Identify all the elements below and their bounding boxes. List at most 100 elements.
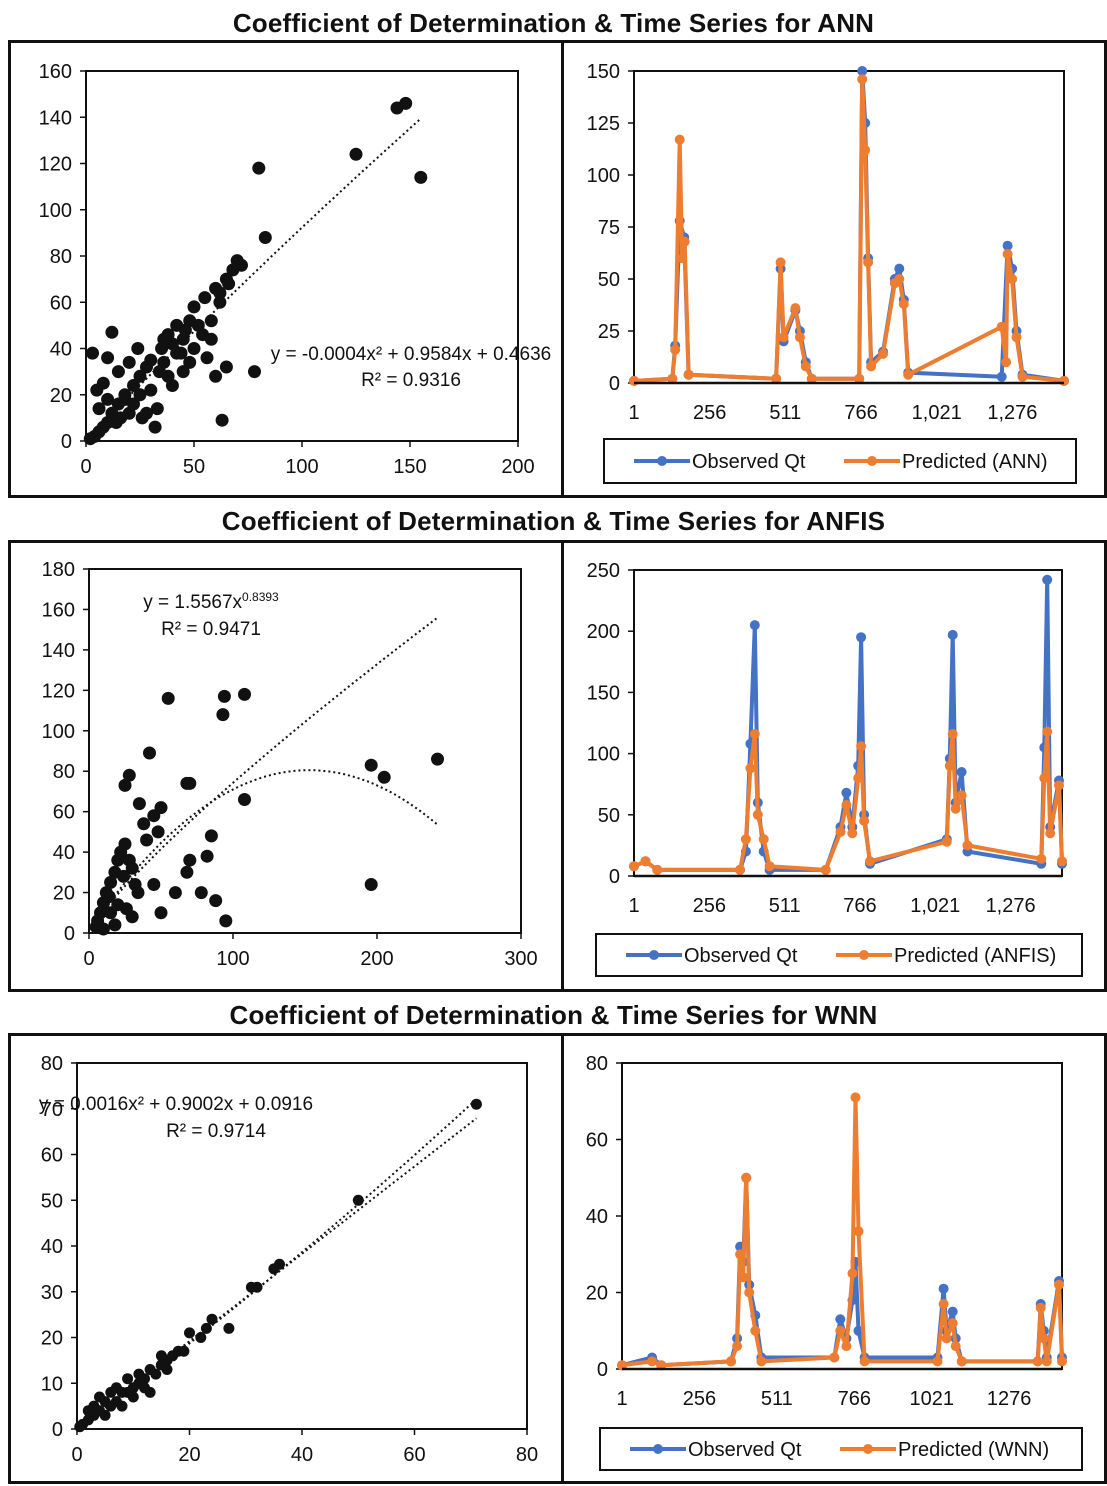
- data-point: [157, 332, 171, 346]
- data-point: [154, 801, 168, 815]
- predicted-marker: [1032, 1356, 1043, 1367]
- predicted-marker: [740, 834, 751, 845]
- x-tick-label: 1,021: [910, 895, 960, 917]
- predicted-marker: [859, 815, 870, 826]
- predicted-marker: [732, 1341, 743, 1352]
- predicted-marker: [794, 332, 805, 343]
- data-point: [144, 1364, 156, 1375]
- x-tick-label: 766: [844, 402, 877, 424]
- y-tick-label: 50: [598, 805, 620, 827]
- y-tick-label: 60: [586, 1130, 608, 1152]
- predicted-marker: [956, 1356, 967, 1367]
- data-point: [108, 918, 122, 932]
- data-point: [140, 360, 153, 374]
- data-point: [83, 432, 97, 446]
- x-tick-label: 511: [769, 895, 801, 917]
- predicted-marker: [629, 861, 639, 872]
- data-point: [204, 332, 218, 346]
- x-tick-label: 1021: [909, 1388, 954, 1410]
- predicted-marker: [1041, 1356, 1052, 1367]
- predicted-marker: [1017, 371, 1028, 382]
- observed-marker: [856, 632, 867, 643]
- predicted-marker: [629, 375, 639, 386]
- data-point: [117, 869, 131, 883]
- trendline: [89, 616, 439, 931]
- x-tick-label: 1: [616, 1388, 627, 1410]
- y-tick-label: 150: [587, 61, 620, 83]
- predicted-marker: [947, 729, 958, 739]
- observed-marker: [857, 66, 868, 76]
- data-point: [168, 886, 182, 900]
- data-point: [99, 1409, 111, 1421]
- ann-timeseries-chart: 0 25 50 75 100 125 150 1 256 511 766 1,021 1,276 Obse…: [587, 61, 1077, 484]
- predicted-marker: [771, 373, 782, 384]
- y-tick-label: 125: [587, 113, 620, 135]
- section-title-anfis: Coefficient of Determination & Time Seri…: [221, 506, 886, 536]
- data-point: [92, 402, 106, 416]
- predicted-marker: [829, 1352, 840, 1363]
- data-point: [161, 691, 175, 705]
- data-point: [133, 1368, 145, 1380]
- legend-observed-swatch-marker: [649, 950, 659, 960]
- y-tick-label: 40: [53, 842, 75, 864]
- y-tick-label: 120: [39, 154, 72, 176]
- observed-marker: [938, 1283, 949, 1294]
- data-point: [122, 1373, 134, 1385]
- y-tick-label: 20: [586, 1283, 608, 1305]
- predicted-marker: [617, 1360, 627, 1371]
- legend-predicted-swatch-marker: [863, 1444, 873, 1454]
- data-point: [127, 1391, 139, 1403]
- data-point: [137, 817, 151, 831]
- y-tick-label: 80: [41, 1053, 63, 1075]
- data-point: [118, 778, 132, 792]
- predicted-marker: [941, 1333, 952, 1344]
- observed-marker: [841, 787, 852, 798]
- data-point: [183, 776, 197, 790]
- data-point: [131, 886, 145, 900]
- predicted-marker: [652, 864, 663, 875]
- data-point: [74, 1421, 86, 1433]
- data-point: [217, 689, 231, 703]
- trendline-secondary: [76, 1117, 478, 1430]
- x-tick-label: 1,276: [987, 402, 1037, 424]
- y-tick-label: 140: [39, 107, 72, 129]
- y-tick-label: 50: [598, 269, 620, 291]
- data-point: [96, 922, 110, 936]
- data-point: [399, 96, 413, 110]
- y-tick-label: 25: [598, 321, 620, 343]
- data-point: [194, 886, 208, 900]
- y-tick-label: 200: [587, 621, 620, 643]
- predicted-marker: [944, 760, 955, 771]
- data-point: [155, 1350, 167, 1362]
- predicted-marker: [800, 361, 811, 372]
- data-point: [215, 413, 229, 427]
- y-tick-label: 60: [53, 802, 75, 824]
- data-point: [144, 383, 158, 397]
- predicted-marker: [1057, 856, 1067, 867]
- data-point: [101, 392, 115, 406]
- y-tick-label: 10: [41, 1373, 63, 1395]
- observed-marker: [956, 767, 967, 777]
- predicted-marker: [749, 729, 760, 739]
- predicted-marker: [640, 856, 651, 867]
- observed-marker: [947, 1306, 958, 1317]
- predicted-marker: [735, 864, 745, 875]
- predicted-marker: [854, 373, 865, 384]
- x-tick-label: 256: [693, 402, 726, 424]
- observed-marker: [853, 1325, 864, 1336]
- r-squared-label: R² = 0.9471: [161, 619, 261, 640]
- x-tick-label: 300: [504, 948, 537, 970]
- y-tick-label: 0: [52, 1419, 63, 1441]
- predicted-marker: [950, 1341, 961, 1352]
- data-point: [135, 411, 149, 425]
- x-tick-label: 1,276: [986, 895, 1036, 917]
- predicted-marker: [741, 1172, 752, 1183]
- data-point: [204, 314, 218, 328]
- data-point: [216, 708, 230, 722]
- predicted-marker: [670, 344, 681, 355]
- observed-marker: [947, 629, 958, 640]
- data-point: [183, 853, 197, 867]
- data-point: [200, 351, 214, 365]
- predicted-marker: [677, 253, 688, 264]
- data-point: [82, 1405, 94, 1417]
